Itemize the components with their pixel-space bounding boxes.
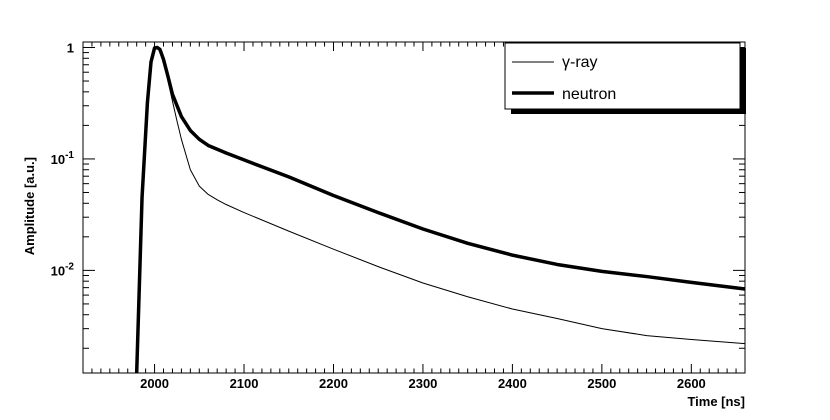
legend-label-neutron: neutron [562,86,616,103]
x-axis-title: Time [ns] [687,394,745,409]
x-tick-label: 2000 [140,376,169,391]
series-layer [134,45,746,374]
series-line-1 [134,45,746,374]
x-tick-label: 2200 [319,376,348,391]
x-tick-label: 2600 [677,376,706,391]
y-axis-title: Amplitude [a.u.] [22,157,37,255]
y-tick-label: 10-2 [51,261,75,278]
labels-layer: 2000 2100 2200 2300 2400 2500 2600 1 10-1 10-2 [51,40,706,391]
x-tick-label: 2500 [587,376,616,391]
legend: γ-ray neutron [504,42,746,114]
legend-box [504,42,741,110]
y-tick-label: 1 [67,40,74,55]
legend-label-gamma-ray: γ-ray [562,54,598,71]
x-tick-label: 2400 [498,376,527,391]
x-tick-label: 2100 [230,376,259,391]
y-tick-label: 10-1 [51,150,75,167]
x-tick-label: 2300 [408,376,437,391]
